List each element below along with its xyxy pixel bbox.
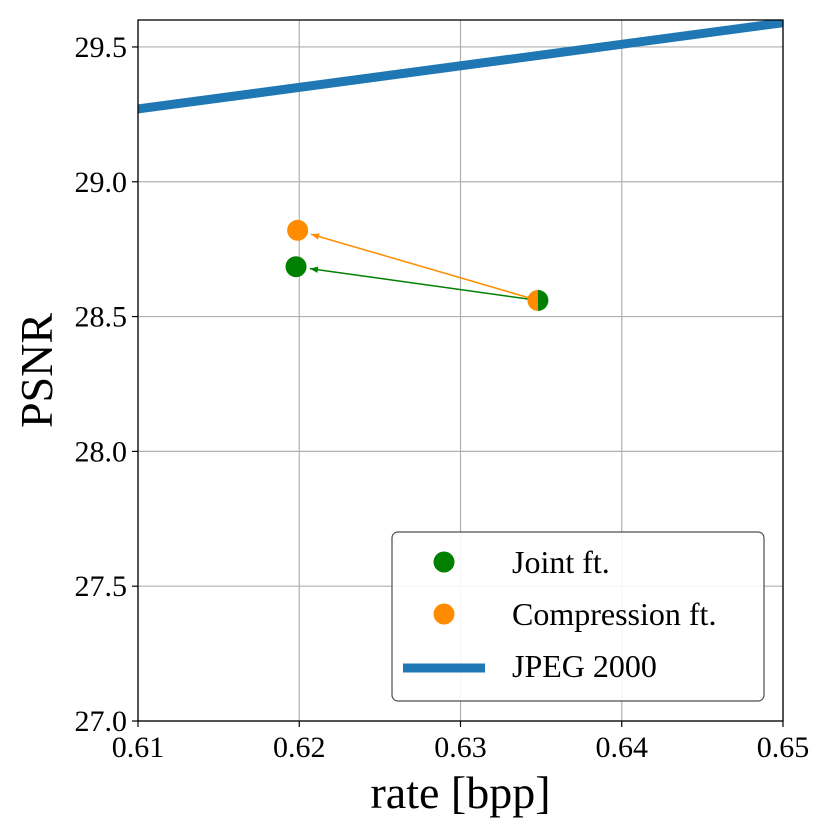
legend-box — [391, 531, 765, 702]
y-tick-label: 27.0 — [75, 705, 128, 738]
compression-ft-arrow-head — [311, 233, 320, 240]
legend-label: Compression ft. — [512, 596, 716, 632]
legend-label: JPEG 2000 — [512, 648, 657, 684]
joint-ft-arrow — [309, 266, 539, 302]
ticks: 0.61 0.62 0.63 0.64 0.65 27.0 27.5 28.0 28.5 29.0… — [75, 31, 810, 764]
y-tick-label: 27.5 — [75, 570, 128, 603]
start-point-right-half — [537, 289, 549, 311]
legend-marker — [433, 603, 455, 625]
y-tick-label: 29.5 — [75, 31, 128, 64]
y-axis-title: PSNR — [11, 313, 62, 428]
y-tick-label: 28.5 — [75, 301, 128, 334]
y-tick-label: 28.0 — [75, 435, 128, 468]
x-tick-label: 0.65 — [757, 731, 810, 764]
start-point-left-half — [527, 289, 538, 311]
joint-ft-arrow-head — [309, 266, 319, 273]
plot-area — [138, 20, 783, 311]
legend-marker — [433, 551, 455, 573]
legend-label: Joint ft. — [512, 544, 610, 580]
compression-ft-end-point — [287, 219, 309, 241]
joint-ft-arrow-shaft — [309, 267, 539, 302]
legend: Joint ft. Compression ft. JPEG 2000 — [391, 531, 765, 702]
compression-ft-arrow-shaft — [310, 233, 539, 302]
x-tick-label: 0.63 — [434, 731, 487, 764]
joint-ft-end-point — [285, 256, 307, 278]
jpeg2000-line — [138, 20, 783, 114]
compression-ft-arrow — [310, 233, 539, 302]
y-tick-label: 29.0 — [75, 166, 128, 199]
x-tick-label: 0.61 — [112, 731, 165, 764]
x-axis-title: rate [bpp] — [370, 767, 550, 818]
x-tick-label: 0.64 — [596, 731, 649, 764]
x-tick-label: 0.62 — [273, 731, 326, 764]
